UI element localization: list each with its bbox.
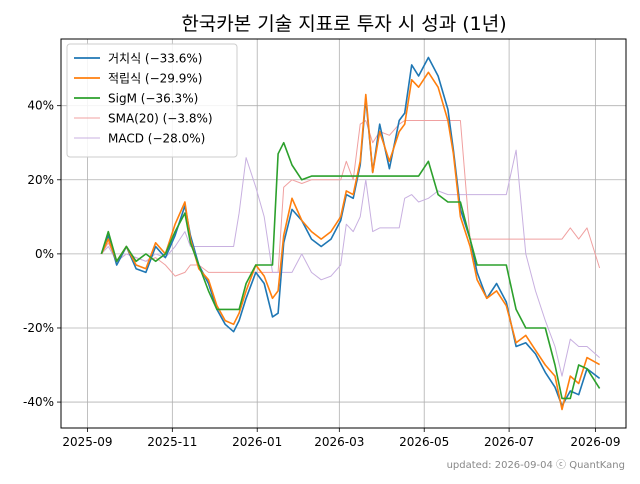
x-tick-label: 2026-05 <box>399 435 449 449</box>
legend-label: 적립식 (−29.9%) <box>108 72 202 86</box>
x-tick-label: 2026-07 <box>484 435 534 449</box>
legend-label: SigM (−36.3%) <box>108 92 198 106</box>
y-tick-label: 20% <box>27 173 54 187</box>
x-tick-label: 2025-11 <box>147 435 197 449</box>
y-tick-label: 0% <box>35 247 54 261</box>
legend-label: 거치식 (−33.6%) <box>108 52 202 66</box>
series-layer <box>100 56 601 411</box>
legend-box <box>66 43 238 158</box>
x-tick-label: 2026-01 <box>232 435 282 449</box>
x-tick-label: 2026-09 <box>570 435 620 449</box>
x-tick-label: 2025-09 <box>62 435 112 449</box>
series-line-1 <box>100 71 600 411</box>
y-tick-label: -40% <box>23 395 54 409</box>
x-tick-label: 2026-03 <box>314 435 364 449</box>
legend-label: MACD (−28.0%) <box>108 132 205 146</box>
plot-frame <box>60 38 627 429</box>
chart-title: 한국카본 기술 지표로 투자 시 성과 (1년) <box>181 13 506 35</box>
series-line-4 <box>101 149 600 377</box>
series-line-3 <box>100 120 601 277</box>
legend: 거치식 (−33.6%) 적립식 (−29.9%) SigM (−36.3%) SMA… <box>66 43 238 158</box>
axes: -40% -20% 0% 20% 40% 2025-09 2025-11 2026-01 202… <box>23 99 620 449</box>
series-line-2 <box>100 141 601 400</box>
footnote: updated: 2026-09-04 ⓒ QuantKang <box>447 459 625 471</box>
y-tick-label: 40% <box>27 99 54 113</box>
y-tick-label: -20% <box>23 321 54 335</box>
legend-label: SMA(20) (−3.8%) <box>108 112 213 126</box>
